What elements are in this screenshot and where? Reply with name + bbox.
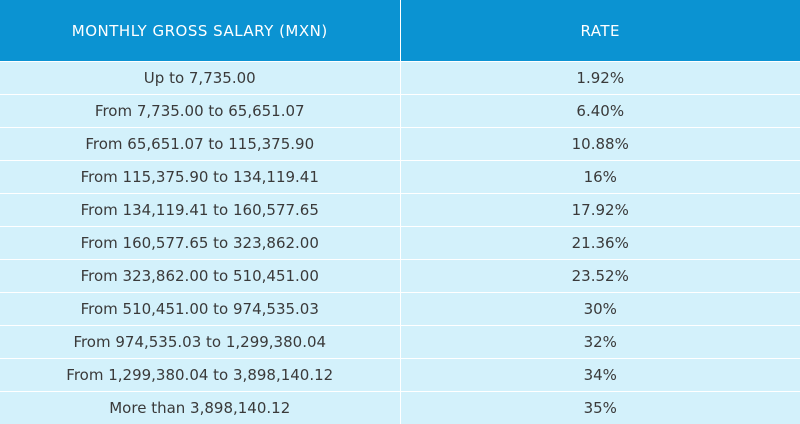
salary-range: From 134,119.41 to 160,577.65 <box>0 194 400 227</box>
header-cell: MONTHLY GROSS SALARY (MXN) <box>0 0 400 62</box>
rate: 35% <box>400 392 800 424</box>
salary-range: From 7,735.00 to 65,651.07 <box>0 95 400 128</box>
salary-range: From 510,451.00 to 974,535.03 <box>0 293 400 326</box>
rate: 21.36% <box>400 227 800 260</box>
rate: 17.92% <box>400 194 800 227</box>
rate: 10.88% <box>400 128 800 161</box>
rate: 1.92% <box>400 62 800 95</box>
salary-range: From 323,862.00 to 510,451.00 <box>0 260 400 293</box>
salary-range: From 160,577.65 to 323,862.00 <box>0 227 400 260</box>
rate: 32% <box>400 326 800 359</box>
rate: 23.52% <box>400 260 800 293</box>
salary-range: From 115,375.90 to 134,119.41 <box>0 161 400 194</box>
rate: 34% <box>400 359 800 392</box>
table-header: MONTHLY GROSS SALARY (MXN)RATE <box>0 0 800 62</box>
rate: 16% <box>400 161 800 194</box>
header-row: MONTHLY GROSS SALARY (MXN)RATE <box>0 0 800 62</box>
rate: 6.40% <box>400 95 800 128</box>
header-cell: RATE <box>400 0 800 62</box>
salary-range: More than 3,898,140.12 <box>0 392 400 424</box>
rate: 30% <box>400 293 800 326</box>
salary-range: From 65,651.07 to 115,375.90 <box>0 128 400 161</box>
salary-range: Up to 7,735.00 <box>0 62 400 95</box>
salary-range: From 1,299,380.04 to 3,898,140.12 <box>0 359 400 392</box>
salary-range: From 974,535.03 to 1,299,380.04 <box>0 326 400 359</box>
